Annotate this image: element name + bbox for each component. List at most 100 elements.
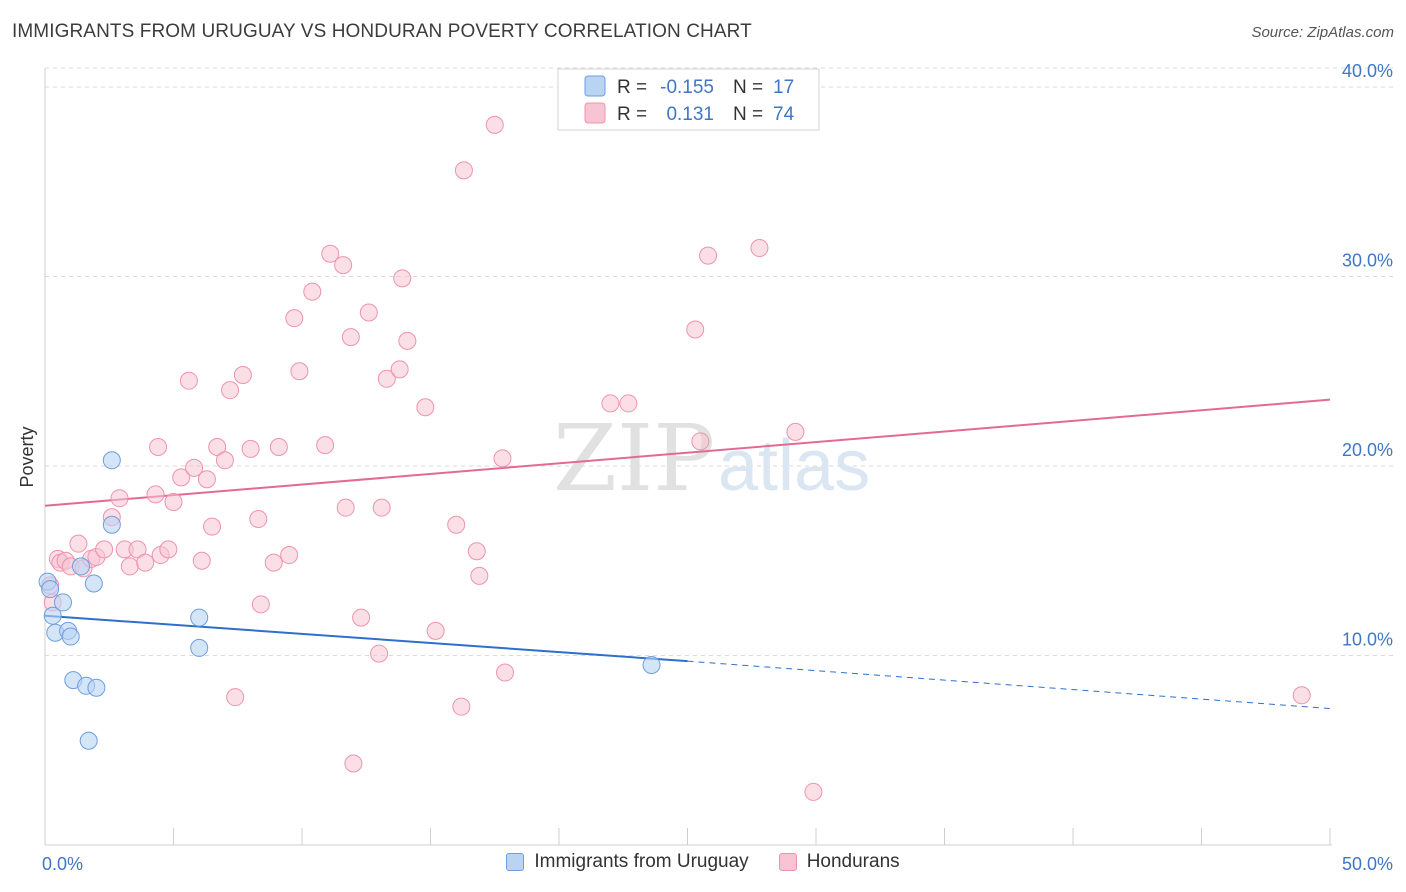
legend-swatch-hondurans [778,853,797,871]
hondurans-point [493,449,512,468]
legend-swatch-uruguay [506,853,525,871]
legend-label-hondurans: Hondurans [806,851,900,872]
stats-n-value-pink: 74 [773,104,795,125]
hondurans-point [233,366,252,385]
uruguay-point [642,655,661,674]
hondurans-point [485,115,504,134]
hondurans-point [750,239,769,258]
hondurans-point [303,282,322,301]
uruguay-point [71,557,90,576]
hondurans-trend-line [44,398,1331,507]
hondurans-point [136,553,155,572]
hondurans-point [447,515,466,534]
stats-legend-swatch-pink [584,102,606,124]
uruguay-point [41,580,60,599]
hondurans-point [226,688,245,707]
hondurans-point [398,331,417,350]
hondurans-point [377,369,396,388]
uruguay-point [61,627,80,646]
hondurans-point [264,553,283,572]
hondurans-point [280,546,299,565]
uruguay-trend-line [44,614,688,663]
hondurans-point [786,422,805,441]
trend-lines [44,398,1331,710]
hondurans-point [172,468,191,487]
hondurans-point [69,534,88,553]
hondurans-point [95,540,114,559]
source-label: Source: ZipAtlas.com [1251,24,1394,41]
hondurans-point [249,510,268,529]
hondurans-point [159,540,178,559]
stats-r-label-blue: R = [617,77,647,98]
hondurans-point [699,246,718,265]
hondurans-point [321,244,340,263]
hondurans-point [179,371,198,390]
hondurans-point [452,697,471,716]
hondurans-point [185,458,204,477]
hondurans-point [128,540,147,559]
stats-n-label-blue: N = [733,77,763,98]
y-tick-label: 30.0% [1342,250,1393,270]
legend-label-uruguay: Immigrants from Uruguay [534,851,749,872]
hondurans-point [336,498,355,517]
legend-item-uruguay: Immigrants from Uruguay [506,851,749,873]
hondurans-point [251,595,270,614]
hondurans-point [215,451,234,470]
hondurans-point [619,394,638,413]
hondurans-point [426,621,445,640]
hondurans-point [146,485,165,504]
stats-r-label-pink: R = [617,104,647,125]
hondurans-point [691,432,710,451]
y-tick-label: 20.0% [1342,440,1393,460]
hondurans-point [686,320,705,339]
x-axis-ticks [173,828,1331,845]
hondurans-points [41,115,1311,801]
chart-title: IMMIGRANTS FROM URUGUAY VS HONDURAN POVE… [12,21,752,42]
uruguay-point [87,678,106,697]
hondurans-point [164,492,183,511]
hondurans-point [285,309,304,328]
hondurans-point [203,517,222,536]
grid-lines [45,67,1393,656]
hondurans-point [149,438,168,457]
hondurans-point [359,303,378,322]
stats-legend: R = -0.155 N = 17 R = 0.131 N = 74 [557,68,820,131]
hondurans-point [269,438,288,457]
hondurans-point [110,489,129,508]
hondurans-point [208,438,227,457]
hondurans-point [221,381,240,400]
hondurans-point [372,498,391,517]
x-tick-label-max: 50.0% [1342,854,1393,874]
y-tick-label: 10.0% [1342,629,1393,649]
hondurans-point [601,394,620,413]
uruguay-point [190,638,209,657]
hondurans-point [467,542,486,561]
stats-n-value-blue: 17 [773,77,794,98]
hondurans-point [416,398,435,417]
hondurans-point [352,608,371,627]
uruguay-point [190,608,209,627]
hondurans-point [393,269,412,288]
hondurans-point [120,557,139,576]
uruguay-points [38,451,661,750]
uruguay-point [79,731,98,750]
hondurans-point [470,566,489,585]
hondurans-point [290,362,309,381]
hondurans-point [804,782,823,801]
uruguay-point [102,451,121,470]
watermark-zip: ZIP [553,405,715,512]
y-tick-labels: 10.0% 20.0% 30.0% 40.0% [1342,61,1393,650]
legend-item-hondurans: Hondurans [778,851,900,873]
uruguay-point [102,515,121,534]
hondurans-point [334,256,353,275]
hondurans-point [390,360,409,379]
uruguay-trend-extension [687,660,1331,710]
hondurans-point [344,754,363,773]
hondurans-point [370,644,389,663]
hondurans-point [192,551,211,570]
x-tick-label-min: 0.0% [42,854,83,874]
series-legend: Immigrants from Uruguay Hondurans [0,851,1406,873]
hondurans-point [341,328,360,347]
uruguay-point [84,574,103,593]
hondurans-point [1292,686,1311,705]
